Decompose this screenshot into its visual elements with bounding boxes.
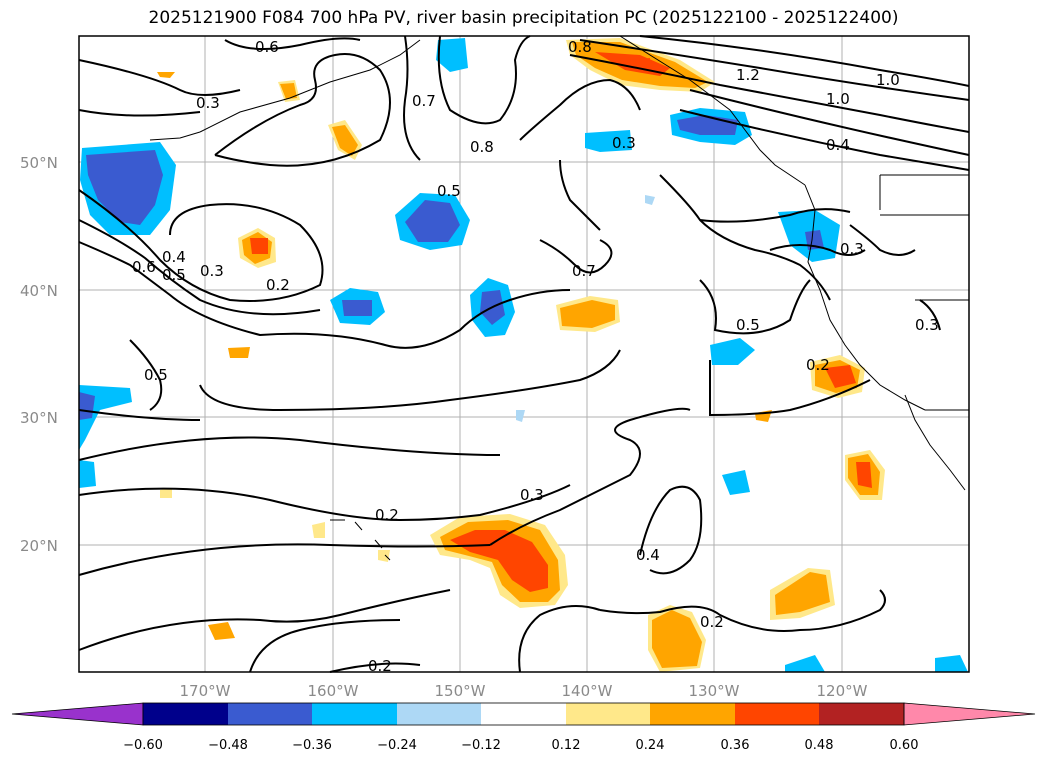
colorbar-swatch [566, 703, 650, 725]
positive-precip-regions [157, 38, 885, 672]
colorbar-tick-label: −0.12 [461, 738, 501, 753]
contour-label-group: 0.6 0.3 0.7 0.8 0.8 1.2 1.0 1.0 0.4 0.3 … [132, 38, 939, 675]
colorbar-tick-label: 0.36 [721, 738, 750, 753]
lat-tick-label: 30°N [20, 409, 58, 427]
colorbar-swatch [228, 703, 312, 725]
contour-label: 0.6 [132, 258, 156, 276]
lon-tick-label: 120°W [817, 682, 868, 700]
colorbar-swatch [312, 703, 397, 725]
contour-label: 0.5 [736, 316, 760, 334]
colorbar-tick-label: 0.48 [805, 738, 834, 753]
contour-label: 0.3 [612, 134, 636, 152]
colorbar: −0.60 −0.48 −0.36 −0.24 −0.12 0.12 0.24 … [11, 702, 1036, 753]
contour-label: 0.4 [636, 546, 660, 564]
latitude-axis: 50°N 40°N 30°N 20°N [20, 154, 58, 555]
contour-label: 0.6 [255, 38, 279, 56]
contour-label: 0.3 [840, 240, 864, 258]
contour-label: 0.3 [520, 486, 544, 504]
pv-contours [78, 35, 970, 673]
colorbar-swatch [143, 703, 228, 725]
contour-label: 0.2 [375, 506, 399, 524]
colorbar-tick-label: −0.60 [123, 738, 163, 753]
colorbar-tick-label: −0.48 [208, 738, 248, 753]
contour-label: 0.5 [437, 182, 461, 200]
colorbar-extend-max [903, 702, 1036, 726]
colorbar-swatch [650, 703, 735, 725]
contour-label: 0.2 [700, 613, 724, 631]
contour-label: 0.8 [568, 38, 592, 56]
lat-tick-label: 50°N [20, 154, 58, 172]
contour-label: 0.3 [200, 262, 224, 280]
contour-label: 0.4 [162, 248, 186, 266]
lon-tick-label: 160°W [308, 682, 359, 700]
colorbar-tick-label: −0.24 [377, 738, 417, 753]
map-panel: 0.6 0.3 0.7 0.8 0.8 1.2 1.0 1.0 0.4 0.3 … [78, 35, 970, 675]
colorbar-tick-label: 0.24 [636, 738, 665, 753]
contour-label: 0.3 [196, 94, 220, 112]
lon-tick-label: 130°W [689, 682, 740, 700]
lat-tick-label: 20°N [20, 537, 58, 555]
colorbar-swatch [735, 703, 819, 725]
contour-label: 0.5 [162, 266, 186, 284]
contour-label: 0.2 [368, 657, 392, 675]
contour-label: 0.2 [806, 356, 830, 374]
lon-tick-label: 170°W [180, 682, 231, 700]
contour-label: 1.2 [736, 66, 760, 84]
longitude-axis: 170°W 160°W 150°W 140°W 130°W 120°W [180, 682, 868, 700]
contour-label: 1.0 [876, 71, 900, 89]
colorbar-extend-min [11, 702, 144, 726]
colorbar-tick-label: −0.36 [292, 738, 332, 753]
lon-tick-label: 140°W [562, 682, 613, 700]
colorbar-swatch [819, 703, 904, 725]
lat-tick-label: 40°N [20, 282, 58, 300]
contour-label: 0.5 [144, 366, 168, 384]
lon-tick-label: 150°W [435, 682, 486, 700]
colorbar-tick-label: 0.60 [890, 738, 919, 753]
contour-label: 0.4 [826, 136, 850, 154]
map-title: 2025121900 F084 700 hPa PV, river basin … [148, 8, 899, 28]
contour-label: 0.3 [915, 316, 939, 334]
coastlines [149, 35, 969, 561]
contour-label: 0.7 [572, 262, 596, 280]
colorbar-swatch [397, 703, 481, 725]
colorbar-swatch [481, 703, 566, 725]
contour-label: 0.8 [470, 138, 494, 156]
contour-label: 0.2 [266, 276, 290, 294]
colorbar-tick-label: 0.12 [552, 738, 581, 753]
contour-label: 0.7 [412, 92, 436, 110]
contour-label: 1.0 [826, 90, 850, 108]
